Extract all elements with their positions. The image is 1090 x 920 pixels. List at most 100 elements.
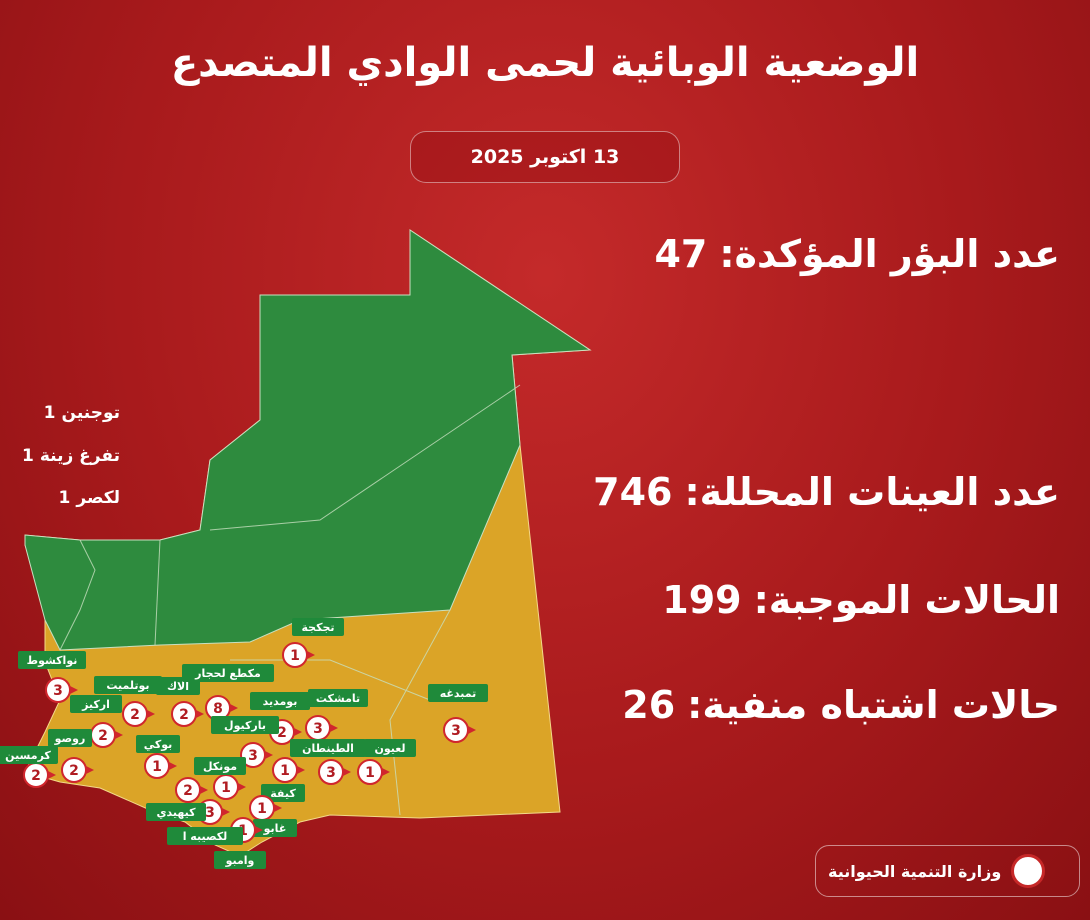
stat-value: 47	[654, 232, 708, 276]
marker-label-bg	[48, 729, 92, 747]
marker-circle	[175, 777, 201, 803]
marker: 3	[305, 715, 338, 741]
marker-count: 1	[221, 780, 231, 796]
marker-label: تجكجة	[301, 621, 334, 634]
marker-count: 3	[326, 765, 336, 781]
marker-circle	[61, 757, 87, 783]
marker-label: كرمسين	[5, 749, 51, 762]
marker-label-bg	[194, 757, 246, 775]
marker-label: تامشكت	[316, 692, 360, 705]
marker-circle	[122, 701, 148, 727]
marker-label-bg	[182, 664, 274, 682]
marker-count: 3	[205, 805, 215, 821]
marker-count: 3	[313, 721, 323, 737]
marker-count: 2	[130, 707, 140, 723]
marker-label-bg	[290, 739, 366, 757]
marker-label-bg	[253, 819, 297, 837]
marker-label: اركيز	[81, 698, 110, 711]
marker-label: غابو	[263, 822, 287, 835]
marker-circle	[357, 759, 383, 785]
marker-label: وامبو	[225, 854, 255, 867]
marker: 3	[443, 717, 476, 743]
marker: 2	[122, 701, 155, 727]
marker-label: كيفة	[270, 787, 296, 800]
marker-count: 2	[31, 768, 41, 784]
marker-circle	[144, 753, 170, 779]
marker-count: 1	[257, 801, 267, 817]
marker-label: ألاك	[167, 679, 189, 693]
marker-label-bg	[94, 676, 162, 694]
marker-label-bg	[261, 784, 305, 802]
marker: 1	[213, 774, 246, 800]
marker-count: 1	[365, 765, 375, 781]
stat-row: حالات اشتباه منفية:26	[622, 683, 1060, 727]
marker: 1	[357, 759, 390, 785]
marker-label-bg	[214, 851, 266, 869]
marker-label: بومديد	[263, 695, 298, 708]
marker: 2	[90, 722, 123, 748]
region-north	[24, 229, 592, 651]
marker-label-bg	[146, 803, 206, 821]
side-item: لكصر1	[59, 488, 120, 508]
stat-label: عدد البؤر المؤكدة:	[719, 232, 1060, 276]
marker-circle	[272, 757, 298, 783]
marker-count: 2	[277, 725, 287, 741]
side-count: 1	[43, 403, 56, 423]
marker-label-bg	[250, 692, 310, 710]
marker-label: روصو	[54, 732, 86, 745]
ministry-name: وزارة التنمية الحيوانية	[828, 861, 1002, 881]
marker: 2	[61, 757, 94, 783]
stat-row: عدد العينات المحللة:746	[593, 470, 1060, 514]
marker: 1	[144, 753, 177, 779]
marker-label-bg	[364, 739, 416, 757]
side-name: لكصر	[76, 488, 120, 508]
marker-label: بوكي	[144, 738, 173, 751]
marker-circle	[318, 759, 344, 785]
marker: 2	[175, 777, 208, 803]
marker-label-bg	[428, 684, 488, 702]
stat-label: عدد العينات المحللة:	[684, 470, 1060, 514]
side-item: تفرغ زينة1	[22, 446, 120, 466]
marker-circle	[171, 701, 197, 727]
borders	[59, 384, 521, 816]
marker-label: تمبدغه	[440, 687, 477, 700]
stat-row: الحالات الموجبة:199	[662, 578, 1060, 622]
marker-circle	[282, 642, 308, 668]
title: الوضعية الوبائية لحمى الوادي المتصدع	[170, 40, 920, 86]
marker-label: بوتلميت	[106, 679, 149, 692]
side-name: تفرغ زينة	[39, 446, 120, 466]
marker: 1	[282, 642, 315, 668]
marker-label-bg	[167, 827, 243, 845]
marker-label: لعيون	[374, 742, 405, 755]
marker-count: 1	[290, 648, 300, 664]
marker: 1	[272, 757, 305, 783]
marker-label-bg	[70, 695, 122, 713]
marker-label-bg	[0, 746, 58, 764]
marker-count: 2	[69, 763, 79, 779]
marker-label: نواكشوط	[27, 654, 78, 667]
marker-count: 3	[53, 683, 63, 699]
date-pill: 13 اكتوبر 2025	[410, 131, 680, 183]
marker-label-bg	[308, 689, 368, 707]
side-count: 1	[58, 488, 71, 508]
marker: 3	[240, 742, 273, 768]
marker-label: لكصيبه ا	[183, 830, 228, 843]
marker-label: الطينطان	[302, 742, 354, 755]
marker: 3	[318, 759, 351, 785]
marker-label-bg	[18, 651, 86, 669]
stat-label: حالات اشتباه منفية:	[687, 683, 1060, 727]
marker-count: 2	[183, 783, 193, 799]
marker-count: 3	[248, 748, 258, 764]
marker: 3	[45, 677, 78, 703]
ministry-badge: وزارة التنمية الحيوانية	[815, 845, 1080, 897]
marker-label: مكطع لحجار	[194, 667, 261, 680]
marker: 2	[171, 701, 204, 727]
marker-count: 1	[280, 763, 290, 779]
marker-circle	[443, 717, 469, 743]
stat-value: 199	[662, 578, 742, 622]
marker-label-bg	[211, 716, 279, 734]
marker-count: 1	[152, 759, 162, 775]
marker-label: كيهيدي	[156, 806, 196, 819]
